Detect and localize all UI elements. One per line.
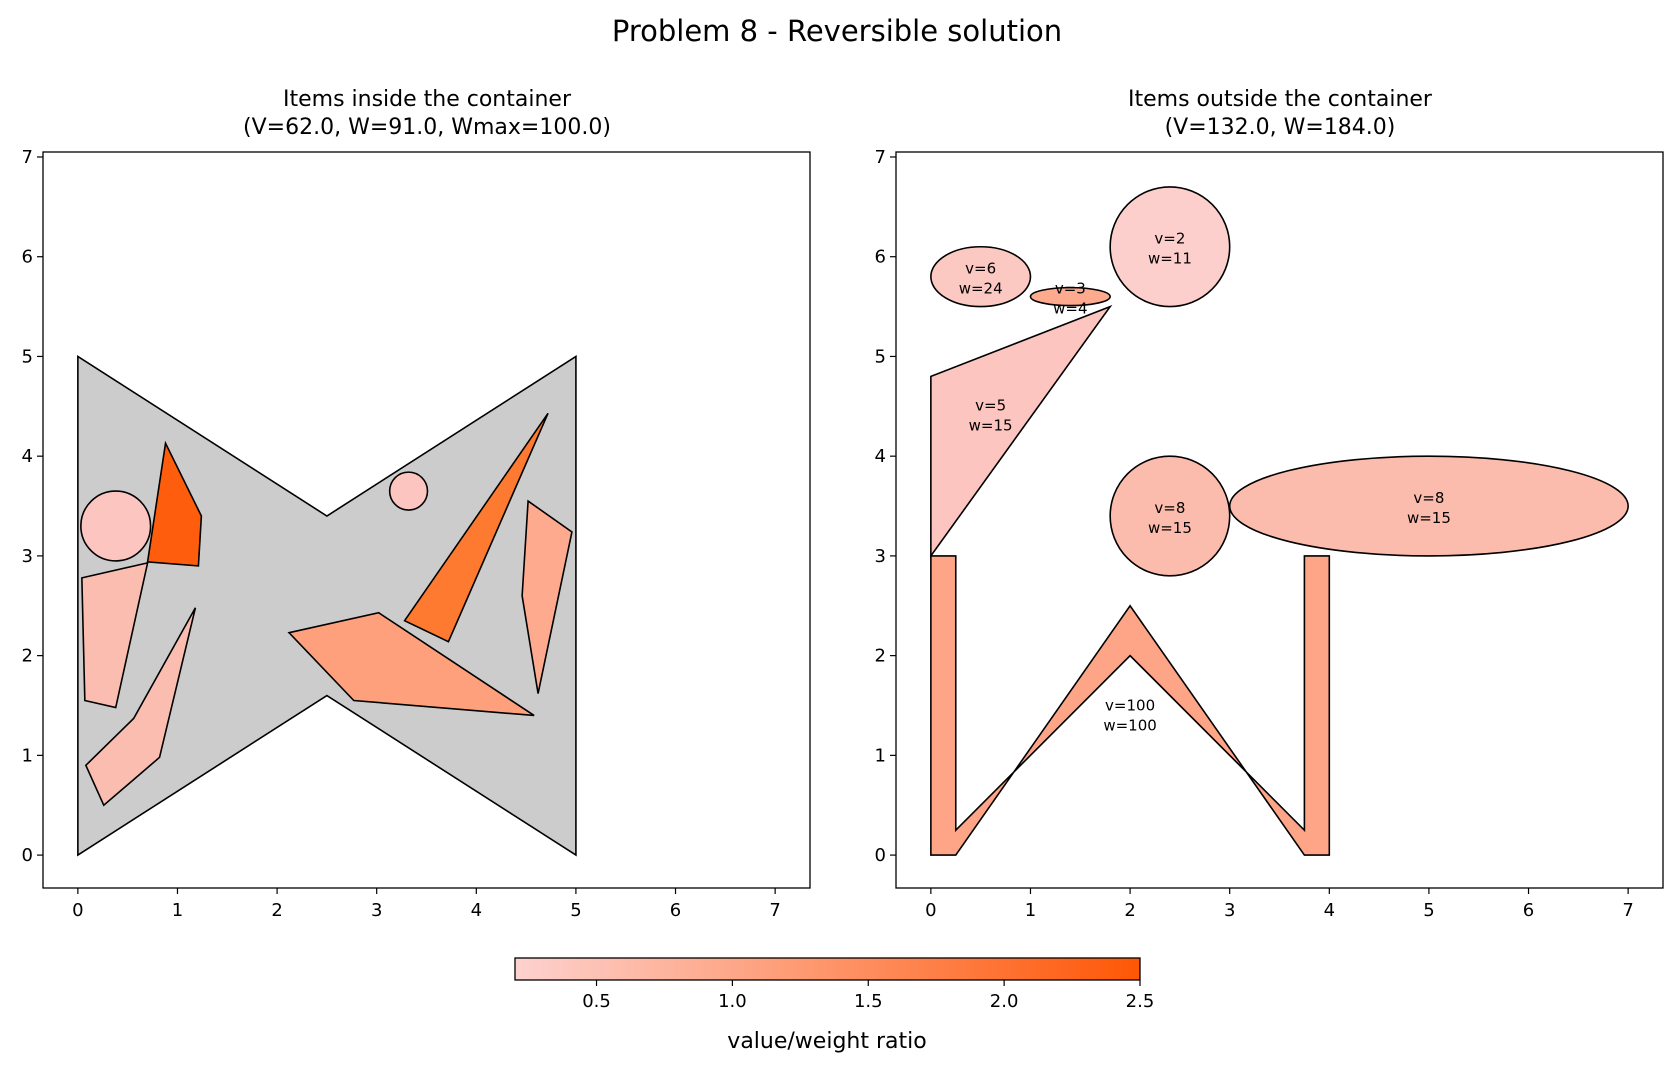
left-item-polygon (403, 412, 549, 643)
x-tick-label: 6 (670, 900, 681, 921)
left-item-polygon (521, 499, 573, 694)
right-item-label: w=100 (1103, 716, 1156, 734)
colorbar-tick-label: 1.0 (718, 991, 747, 1012)
left-item-polygon (81, 561, 149, 709)
y-tick-label: 4 (875, 446, 886, 467)
x-tick-label: 1 (172, 900, 183, 921)
right-panel-title-line2: (V=132.0, W=184.0) (1165, 115, 1396, 140)
right-item-label: v=8 (1154, 499, 1185, 517)
right-item-label: v=5 (975, 396, 1006, 414)
left-panel-title-line1: Items inside the container (283, 87, 572, 112)
x-tick-label: 1 (1025, 900, 1036, 921)
x-tick-label: 5 (570, 900, 581, 921)
y-tick-label: 3 (875, 546, 886, 567)
y-tick-label: 1 (22, 745, 33, 766)
right-item-label: v=6 (965, 260, 996, 278)
colorbar-tick-label: 2.5 (1126, 991, 1155, 1012)
y-tick-label: 7 (22, 147, 33, 168)
y-tick-label: 7 (875, 147, 886, 168)
left-item-circle (388, 471, 429, 511)
x-tick-label: 7 (1622, 900, 1633, 921)
x-tick-label: 6 (1523, 900, 1534, 921)
y-tick-label: 5 (875, 346, 886, 367)
right-panel-title-line1: Items outside the container (1128, 87, 1433, 112)
right-item-ellipse (1228, 455, 1629, 557)
y-tick-label: 0 (22, 845, 33, 866)
y-tick-label: 5 (22, 346, 33, 367)
x-tick-label: 3 (1224, 900, 1235, 921)
colorbar-label: value/weight ratio (727, 1029, 926, 1054)
right-item-label: w=4 (1053, 300, 1087, 318)
right-item-label: v=3 (1055, 280, 1086, 298)
left-item-polygon (287, 611, 535, 717)
y-tick-label: 3 (22, 546, 33, 567)
left-item-polygon (84, 607, 197, 807)
colorbar-tick-label: 0.5 (582, 991, 611, 1012)
y-tick-label: 6 (875, 247, 886, 268)
x-tick-label: 0 (925, 900, 936, 921)
left-panel-frame (42, 151, 811, 889)
right-item-circle (1109, 186, 1231, 308)
right-item-ellipse (1029, 286, 1111, 307)
x-tick-label: 2 (271, 900, 282, 921)
right-panel-plot-area: v=6 w=24 v=3 w=4 v=2 w=11 v=5 w=15 v=8 w=15 v=8 w=1… (930, 186, 1629, 856)
colorbar: 0.5 1.0 1.5 2.0 2.5 value/weight ratio (514, 957, 1154, 1054)
y-tick-label: 0 (875, 845, 886, 866)
y-tick-label: 2 (22, 646, 33, 667)
right-panel-axes: 0 1 2 3 4 5 6 7 0 1 2 3 4 5 6 7 (875, 147, 1634, 921)
y-tick-label: 1 (875, 745, 886, 766)
x-tick-label: 3 (371, 900, 382, 921)
right-item-label: w=15 (1407, 509, 1451, 527)
x-tick-label: 4 (1324, 900, 1335, 921)
left-item-polygon (146, 440, 203, 567)
colorbar-ticks: 0.5 1.0 1.5 2.0 2.5 (582, 980, 1154, 1012)
x-tick-label: 2 (1124, 900, 1135, 921)
right-item-label: v=8 (1413, 489, 1444, 507)
x-tick-label: 5 (1423, 900, 1434, 921)
left-panel: Items inside the container (V=62.0, W=91… (22, 87, 811, 921)
right-item-label: w=15 (1148, 519, 1192, 537)
container-polygon (77, 354, 577, 857)
colorbar-tick-label: 1.5 (854, 991, 883, 1012)
figure-title: Problem 8 - Reversible solution (612, 14, 1062, 48)
x-tick-label: 0 (72, 900, 83, 921)
right-item-polygon (930, 555, 1331, 856)
right-item-label: v=100 (1105, 696, 1155, 714)
right-item-label: w=15 (969, 416, 1013, 434)
y-tick-label: 6 (22, 247, 33, 268)
right-item-label: v=2 (1154, 230, 1185, 248)
right-panel-frame (895, 151, 1664, 889)
right-panel: Items outside the container (V=132.0, W=… (875, 87, 1664, 921)
x-tick-label: 7 (769, 900, 780, 921)
right-item-polygon (930, 304, 1113, 559)
right-item-circle (1109, 455, 1231, 577)
left-panel-plot-area (77, 354, 577, 857)
right-item-label: w=24 (959, 280, 1003, 298)
right-item-ellipse (930, 245, 1032, 308)
colorbar-tick-label: 2.0 (990, 991, 1019, 1012)
y-tick-label: 4 (22, 446, 33, 467)
x-tick-label: 4 (471, 900, 482, 921)
colorbar-gradient (514, 957, 1141, 981)
right-item-label: w=11 (1148, 250, 1192, 268)
y-tick-label: 2 (875, 646, 886, 667)
left-item-circle (80, 490, 152, 562)
left-panel-title-line2: (V=62.0, W=91.0, Wmax=100.0) (243, 115, 611, 140)
left-panel-axes: 0 1 2 3 4 5 6 7 0 1 2 3 4 5 6 7 (22, 147, 781, 921)
